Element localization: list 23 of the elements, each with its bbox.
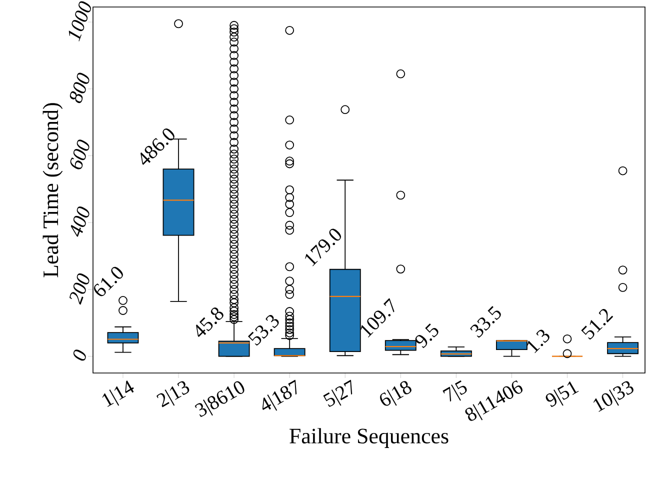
annotation: 45.8 (196, 307, 224, 338)
x-tick-label: 1|14 (102, 380, 134, 407)
x-tick-label: 10|33 (593, 381, 634, 412)
annotation: 1.3 (527, 330, 550, 354)
annotation: 9.5 (415, 323, 438, 348)
y-tick-label: 200 (70, 273, 90, 305)
annotation: 51.2 (581, 309, 614, 340)
x-tick-label: 7|5 (442, 380, 467, 402)
y-tick-label: 600 (70, 140, 90, 170)
x-tick-label: 4|187 (262, 380, 297, 411)
y-tick-label: 1000 (68, 1, 91, 42)
x-axis-title: Failure Sequences (290, 428, 448, 448)
x-tick-label: 5|27 (323, 380, 352, 407)
annotation: 33.5 (470, 306, 501, 338)
annotation: 61.0 (94, 266, 123, 296)
annotation: 53.3 (248, 314, 279, 346)
x-tick-label: 2|13 (156, 381, 190, 408)
x-tick-label: 9|51 (546, 381, 579, 408)
y-axis-title: Lead Time (second) (42, 103, 63, 278)
x-tick-label: 6|18 (380, 381, 412, 406)
y-tick-label: 800 (70, 72, 90, 104)
y-tick-label: 400 (70, 206, 90, 237)
y-tick-label: 0 (73, 350, 86, 361)
